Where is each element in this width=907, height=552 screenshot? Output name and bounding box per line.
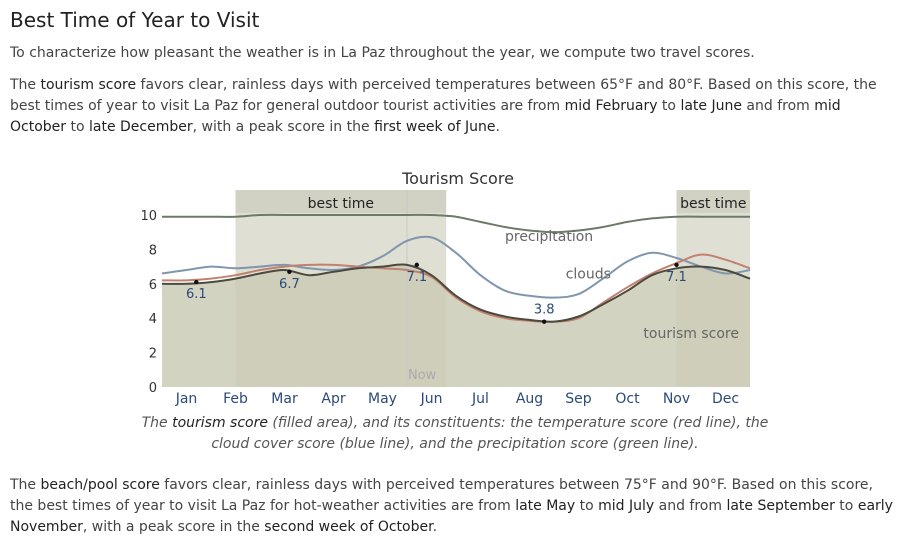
text-fragment: to — [66, 119, 89, 135]
text-fragment: favors clear, rainless days with perceiv… — [10, 477, 873, 514]
value-dot — [194, 279, 199, 285]
chart-caption: The tourism score (filled area), and its… — [140, 413, 770, 455]
text-fragment: , with a peak score in the — [192, 119, 375, 135]
tourism-score-chart: Tourism Score best time best time 0 2 4 6 8 10 No… — [140, 169, 751, 407]
beach-score-paragraph: The beach/pool score favors clear, rainl… — [10, 475, 900, 538]
cloud-score-line — [161, 235, 751, 299]
intro-paragraph: To characterize how pleasant the weather… — [10, 45, 755, 61]
text-fragment: to — [834, 498, 858, 514]
x-tick-label: Jun — [420, 391, 443, 407]
x-tick-label: Dec — [712, 391, 739, 407]
range-end: late June — [680, 98, 742, 114]
value-label: 6.7 — [279, 277, 300, 292]
best-time-label: best time — [680, 196, 746, 212]
text-fragment: The — [10, 477, 41, 493]
x-tick-label: Feb — [223, 391, 248, 407]
best-time-header — [676, 190, 750, 213]
y-tick-label: 10 — [140, 209, 157, 224]
value-dot — [414, 262, 419, 268]
text-fragment: favors clear, rainless days with perceiv… — [10, 77, 877, 114]
tourism-score-keyword: tourism score — [40, 77, 137, 93]
precipitation-score-line — [162, 213, 750, 234]
range-end: late December — [89, 119, 193, 135]
value-label: 7.1 — [666, 270, 687, 285]
peak-period: first week of June — [374, 119, 496, 135]
range-end: mid July — [598, 498, 655, 514]
tourism-score-area — [162, 264, 750, 387]
text-fragment: and from — [654, 498, 727, 514]
x-tick-label: Oct — [615, 391, 640, 407]
text-fragment: , with a peak score in the — [82, 519, 265, 535]
value-label: 6.1 — [186, 287, 207, 302]
text-fragment: The — [141, 415, 173, 431]
best-time-header — [235, 190, 447, 213]
y-tick-label: 6 — [149, 278, 157, 293]
x-tick-label: May — [368, 391, 397, 407]
x-tick-label: Jul — [471, 391, 489, 407]
text-fragment: and from — [741, 98, 815, 114]
y-tick-label: 0 — [149, 381, 157, 396]
peak-period: second week of October — [264, 519, 433, 535]
x-tick-label: Apr — [321, 391, 345, 407]
value-label: 7.1 — [406, 270, 427, 285]
series-annotation: clouds — [566, 267, 611, 283]
value-dot — [542, 319, 547, 324]
range-start: late May — [515, 498, 576, 514]
section-heading: Best Time of Year to Visit — [10, 8, 260, 32]
text-fragment: (filled area), and its constituents: the… — [211, 415, 769, 452]
range-start: late September — [726, 498, 835, 514]
value-dot — [287, 269, 292, 274]
y-tick-label: 4 — [149, 312, 157, 327]
chart-title: Tourism Score — [401, 169, 514, 188]
now-marker-label: Now — [408, 368, 437, 383]
x-tick-label: Aug — [516, 391, 543, 407]
tourism-score-paragraph: The tourism score favors clear, rainless… — [10, 75, 900, 138]
y-tick-label: 8 — [149, 243, 157, 258]
series-annotation: tourism score — [643, 326, 739, 342]
text-fragment: . — [432, 519, 438, 535]
tourism-score-line — [161, 263, 751, 323]
value-label: 3.8 — [534, 303, 555, 318]
text-fragment: The — [10, 77, 41, 93]
x-tick-label: Mar — [271, 391, 298, 407]
y-tick-label: 2 — [149, 347, 157, 362]
tourism-score-keyword: tourism score — [172, 415, 268, 431]
text-fragment: to — [575, 498, 599, 514]
range-start: mid February — [564, 98, 658, 114]
x-tick-label: Sep — [565, 391, 592, 407]
temperature-score-line — [161, 253, 751, 323]
x-tick-label: Nov — [663, 391, 690, 407]
range-end: early November — [10, 498, 893, 535]
best-time-label: best time — [308, 196, 374, 212]
series-annotation: precipitation — [505, 229, 593, 245]
range-start: mid October — [10, 98, 841, 135]
beach-score-keyword: beach/pool score — [40, 477, 160, 493]
x-tick-label: Jan — [175, 391, 198, 407]
text-fragment: . — [495, 119, 500, 135]
value-dot — [674, 262, 679, 268]
text-fragment: to — [657, 98, 681, 114]
